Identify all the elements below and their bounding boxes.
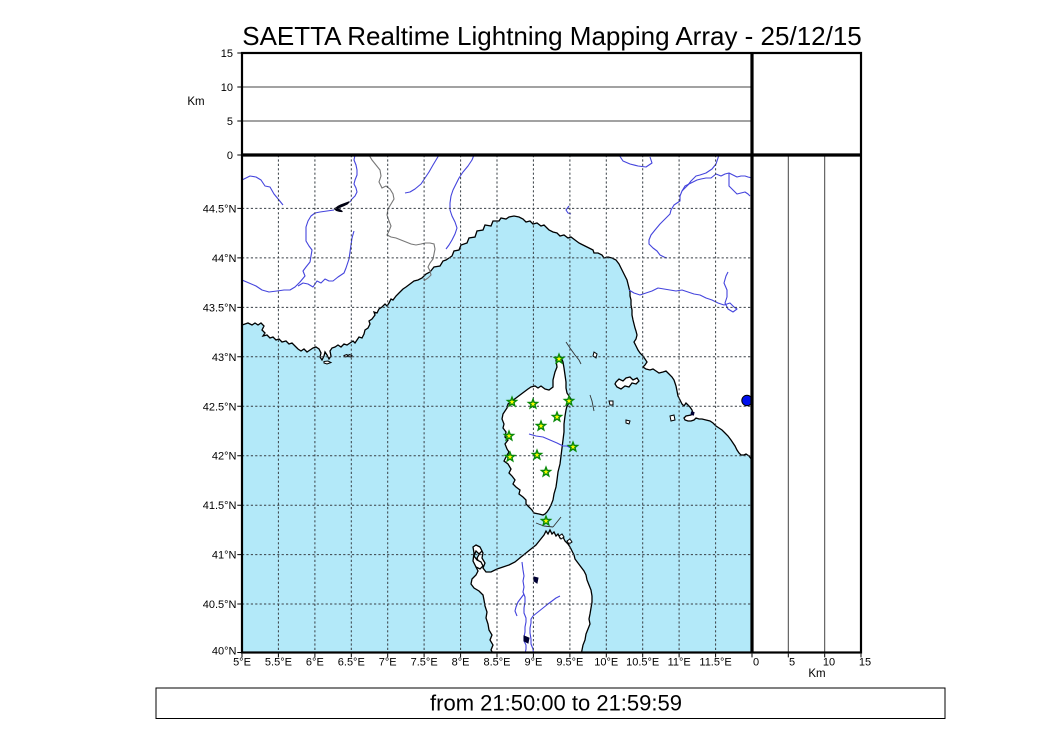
svg-text:10°E: 10°E bbox=[594, 657, 618, 669]
svg-text:7°E: 7°E bbox=[379, 657, 397, 669]
svg-text:Km: Km bbox=[808, 668, 825, 680]
svg-text:43.5°N: 43.5°N bbox=[203, 302, 237, 314]
svg-text:9.5°E: 9.5°E bbox=[556, 657, 583, 669]
svg-text:8°E: 8°E bbox=[452, 657, 470, 669]
svg-text:11°E: 11°E bbox=[668, 657, 691, 669]
svg-text:44°N: 44°N bbox=[212, 253, 237, 265]
svg-text:41°N: 41°N bbox=[212, 550, 237, 562]
svg-text:42.5°N: 42.5°N bbox=[203, 401, 237, 413]
svg-text:7.5°E: 7.5°E bbox=[411, 657, 438, 669]
svg-text:0: 0 bbox=[753, 657, 759, 669]
svg-text:43°N: 43°N bbox=[212, 352, 237, 364]
svg-text:10.5°E: 10.5°E bbox=[626, 657, 659, 669]
svg-text:5: 5 bbox=[227, 116, 233, 128]
svg-text:10: 10 bbox=[221, 82, 233, 94]
svg-text:5.5°E: 5.5°E bbox=[265, 657, 292, 669]
svg-text:SAETTA Realtime Lightning Mapp: SAETTA Realtime Lightning Mapping Array … bbox=[242, 21, 862, 51]
svg-text:40.5°N: 40.5°N bbox=[203, 599, 237, 611]
svg-text:6°E: 6°E bbox=[306, 657, 324, 669]
svg-text:44.5°N: 44.5°N bbox=[203, 203, 237, 215]
svg-text:5: 5 bbox=[789, 657, 795, 669]
svg-text:from 21:50:00 to 21:59:59: from 21:50:00 to 21:59:59 bbox=[430, 691, 682, 716]
svg-text:Km: Km bbox=[187, 96, 204, 108]
svg-text:11.5°E: 11.5°E bbox=[699, 657, 731, 669]
svg-text:5°E: 5°E bbox=[233, 657, 251, 669]
svg-text:41.5°N: 41.5°N bbox=[203, 500, 237, 512]
svg-text:10: 10 bbox=[823, 657, 835, 669]
svg-text:15: 15 bbox=[221, 48, 233, 60]
svg-text:42°N: 42°N bbox=[212, 451, 237, 463]
svg-text:8.5°E: 8.5°E bbox=[483, 657, 510, 669]
svg-text:9°E: 9°E bbox=[524, 657, 542, 669]
svg-text:40°N: 40°N bbox=[212, 646, 237, 658]
svg-text:15: 15 bbox=[859, 657, 871, 669]
svg-text:0: 0 bbox=[227, 150, 233, 162]
svg-text:6.5°E: 6.5°E bbox=[338, 657, 365, 669]
